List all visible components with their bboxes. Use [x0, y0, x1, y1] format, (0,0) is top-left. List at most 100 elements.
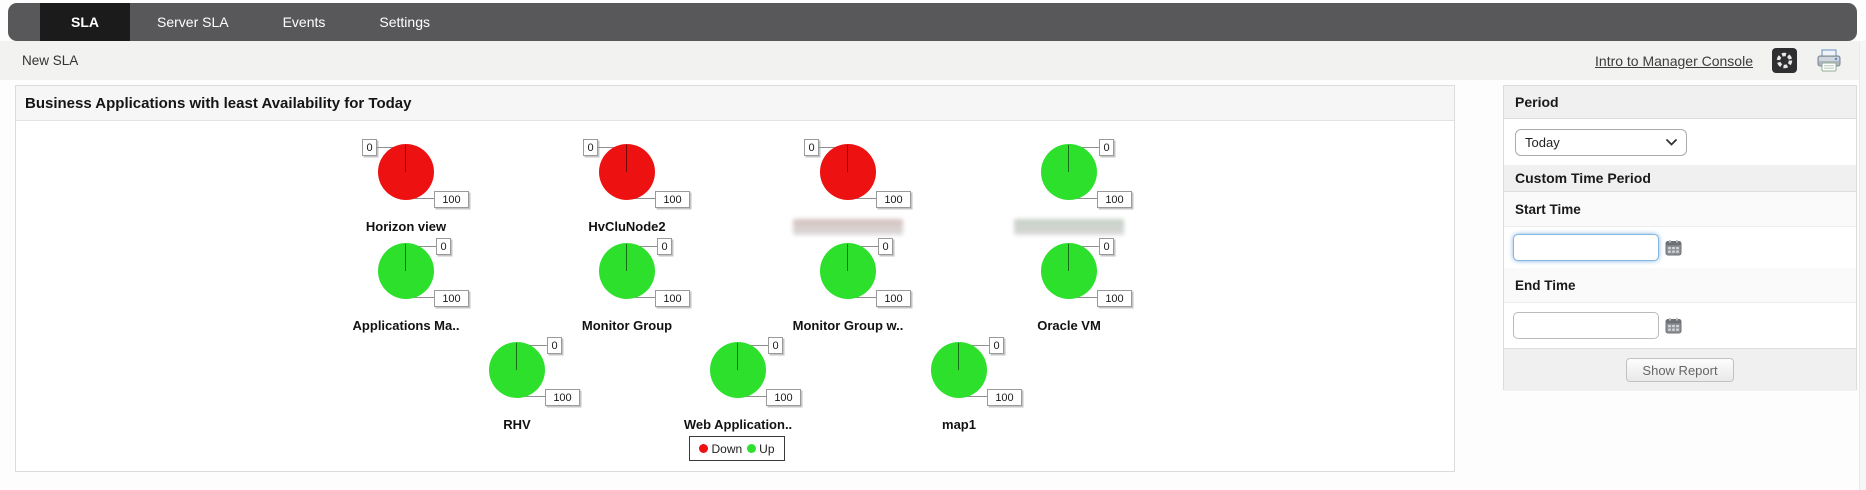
gauge-label[interactable]: Monitor Group — [581, 318, 673, 333]
chart-legend: Down Up — [689, 436, 785, 461]
gauge-label[interactable]: HvCluNode2 — [588, 219, 666, 234]
nav-tabs: SLA Server SLA Events Settings — [40, 3, 457, 41]
pie-hundred-label: 100 — [434, 290, 469, 307]
hundred-callout-line — [738, 396, 766, 397]
hundred-callout-line — [848, 297, 876, 298]
gauge-label-redacted — [793, 219, 903, 235]
sla-chart-panel: Business Applications with least Availab… — [15, 85, 1455, 472]
pie-hundred-label: 100 — [876, 191, 911, 208]
pie-zero-label: 0 — [583, 139, 598, 156]
availability-gauge: 0 100 Monitor Group — [542, 211, 712, 337]
pie-zero-label: 0 — [878, 238, 893, 255]
gauge-label[interactable]: Oracle VM — [1037, 318, 1101, 333]
up-dot-icon — [747, 444, 757, 453]
gauge-label[interactable]: map1 — [942, 417, 976, 432]
panel-title: Business Applications with least Availab… — [16, 86, 1454, 121]
end-time-input[interactable] — [1513, 312, 1659, 339]
gauge-label[interactable]: RHV — [503, 417, 531, 432]
end-time-row — [1504, 303, 1856, 348]
legend-item-up: Up — [747, 442, 775, 456]
pie-hundred-label: 100 — [545, 389, 580, 406]
pie-slice-line — [847, 145, 848, 172]
pie-zero-label: 0 — [547, 337, 562, 354]
page-title: New SLA — [22, 53, 79, 68]
legend-item-down: Down — [699, 442, 742, 456]
hundred-callout-line — [406, 198, 434, 199]
end-calendar-icon[interactable] — [1665, 317, 1682, 334]
hundred-callout-line — [848, 198, 876, 199]
down-dot-icon — [699, 444, 709, 453]
availability-pie[interactable] — [599, 243, 655, 299]
gauge-label-redacted — [1014, 219, 1124, 235]
availability-pie[interactable] — [820, 144, 876, 200]
pie-slice-line — [737, 343, 738, 370]
availability-gauge: 0 100 Web Application.. — [653, 310, 823, 436]
pie-hundred-label: 100 — [1097, 191, 1132, 208]
pie-zero-label: 0 — [1099, 238, 1114, 255]
pie-hundred-label: 100 — [876, 290, 911, 307]
scrollbar[interactable] — [1859, 42, 1866, 490]
pie-hundred-label: 100 — [987, 389, 1022, 406]
availability-pie[interactable] — [1041, 144, 1097, 200]
pie-slice-line — [405, 244, 406, 271]
pie-slice-line — [516, 343, 517, 370]
pie-slice-line — [1068, 145, 1069, 172]
period-sidebar: Period Today Custom Time Period Start Ti… — [1503, 85, 1857, 391]
availability-pie[interactable] — [1041, 243, 1097, 299]
availability-gauge: 0 100 Horizon view — [321, 112, 491, 238]
availability-pie[interactable] — [710, 342, 766, 398]
end-time-label: End Time — [1504, 268, 1856, 303]
availability-gauge: 0 100 RHV — [432, 310, 602, 436]
availability-gauge: 0 100 Monitor Group w.. — [763, 211, 933, 337]
custom-time-period-header: Custom Time Period — [1504, 165, 1856, 192]
hundred-callout-line — [627, 297, 655, 298]
pie-zero-label: 0 — [657, 238, 672, 255]
availability-pie[interactable] — [378, 144, 434, 200]
breadcrumb-bar: New SLA Intro to Manager Console — [0, 41, 1866, 80]
intro-manager-console-link[interactable]: Intro to Manager Console — [1595, 52, 1753, 69]
period-header: Period — [1504, 86, 1856, 119]
pie-hundred-label: 100 — [766, 389, 801, 406]
availability-gauge: 0 100 — [763, 112, 933, 238]
start-calendar-icon[interactable] — [1665, 239, 1682, 256]
gauge-grid: 0 100 Horizon view 0 100 HvCluNode2 0 100 0 100 0 1… — [16, 120, 1454, 471]
show-report-row: Show Report — [1504, 348, 1856, 391]
hundred-callout-line — [959, 396, 987, 397]
pie-zero-label: 0 — [436, 238, 451, 255]
pie-zero-label: 0 — [804, 139, 819, 156]
availability-gauge: 0 100 HvCluNode2 — [542, 112, 712, 238]
pie-zero-label: 0 — [768, 337, 783, 354]
chevron-down-icon — [1666, 138, 1677, 146]
pie-slice-line — [626, 145, 627, 172]
tab-sla[interactable]: SLA — [40, 3, 130, 41]
hundred-callout-line — [517, 396, 545, 397]
pie-zero-label: 0 — [362, 139, 377, 156]
show-report-button[interactable]: Show Report — [1626, 358, 1734, 382]
start-time-label: Start Time — [1504, 192, 1856, 227]
availability-pie[interactable] — [378, 243, 434, 299]
pie-slice-line — [405, 145, 406, 172]
pie-zero-label: 0 — [989, 337, 1004, 354]
availability-pie[interactable] — [489, 342, 545, 398]
availability-pie[interactable] — [599, 144, 655, 200]
gauge-label[interactable]: Monitor Group w.. — [792, 318, 904, 333]
pie-slice-line — [626, 244, 627, 271]
tab-server-sla[interactable]: Server SLA — [157, 14, 229, 30]
gauge-label[interactable]: Horizon view — [365, 219, 447, 234]
manager-console-settings-icon[interactable] — [1772, 48, 1797, 73]
tab-settings[interactable]: Settings — [379, 14, 430, 30]
pie-slice-line — [847, 244, 848, 271]
period-select[interactable]: Today — [1515, 128, 1687, 156]
gauge-label[interactable]: Applications Ma.. — [352, 318, 460, 333]
breadcrumb-actions: Intro to Manager Console — [1595, 48, 1852, 73]
hundred-callout-line — [1069, 297, 1097, 298]
start-time-input[interactable] — [1513, 234, 1659, 261]
availability-pie[interactable] — [931, 342, 987, 398]
print-icon[interactable] — [1816, 49, 1842, 73]
period-selected-value: Today — [1525, 134, 1560, 150]
availability-pie[interactable] — [820, 243, 876, 299]
tab-events[interactable]: Events — [282, 14, 326, 30]
gauge-label[interactable]: Web Application.. — [683, 417, 793, 432]
pie-hundred-label: 100 — [1097, 290, 1132, 307]
availability-gauge: 0 100 Oracle VM — [984, 211, 1154, 337]
